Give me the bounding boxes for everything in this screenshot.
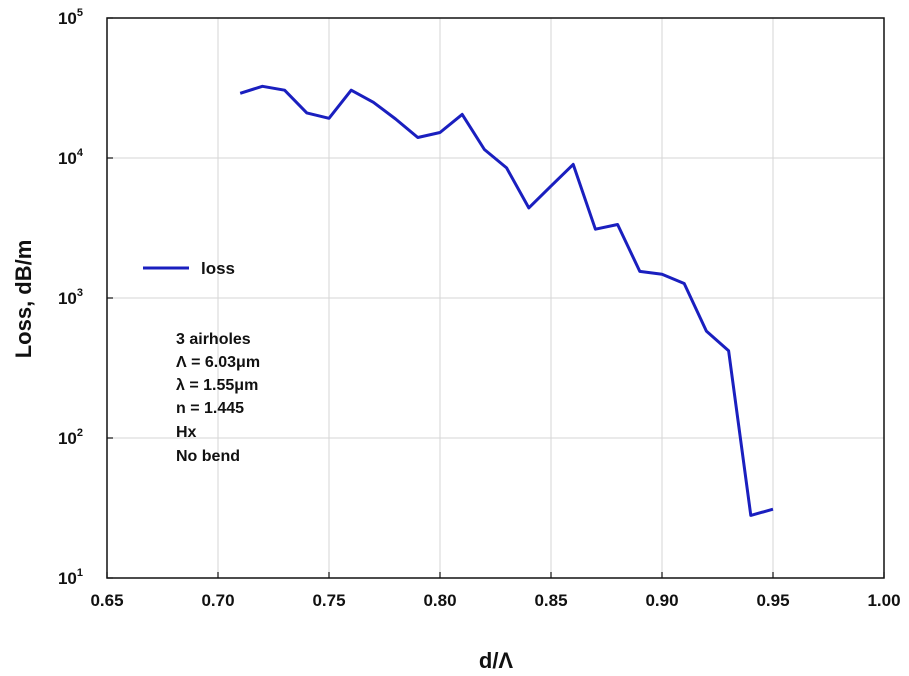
grid xyxy=(107,18,884,578)
annotation-wavelength: λ = 1.55μm xyxy=(176,377,258,394)
x-tick-label: 0.90 xyxy=(645,591,678,610)
y-tick-label: 103 xyxy=(58,287,83,308)
y-tick-label: 105 xyxy=(58,7,83,28)
x-tick-label: 0.85 xyxy=(534,591,567,610)
y-tick-label: 101 xyxy=(58,567,83,588)
x-tick-label: 0.80 xyxy=(423,591,456,610)
x-tick-label: 0.95 xyxy=(756,591,789,610)
annotation-bend: No bend xyxy=(176,448,240,465)
annotation-airholes: 3 airholes xyxy=(176,331,251,348)
y-axis-ticks: 101 102 103 104 105 xyxy=(58,7,113,588)
annotation-polarization: Hx xyxy=(176,424,197,441)
y-tick-label: 102 xyxy=(58,427,83,448)
annotation-index: n = 1.445 xyxy=(176,400,244,417)
x-tick-label: 0.65 xyxy=(90,591,123,610)
x-tick-label: 1.00 xyxy=(867,591,900,610)
y-axis-title: Loss, dB/m xyxy=(11,240,36,359)
x-axis-title: d/Λ xyxy=(479,648,514,673)
legend-label-loss: loss xyxy=(201,259,235,278)
legend: loss xyxy=(143,259,235,278)
x-tick-label: 0.75 xyxy=(312,591,345,610)
x-tick-label: 0.70 xyxy=(201,591,234,610)
series-layer xyxy=(239,84,774,517)
x-axis-ticks: 0.65 0.70 0.75 0.80 0.85 0.90 0.95 1.00 xyxy=(90,572,901,610)
y-tick-label: 104 xyxy=(58,147,84,168)
annotation-block: 3 airholes Λ = 6.03μm λ = 1.55μm n = 1.4… xyxy=(176,331,260,465)
annotation-pitch: Λ = 6.03μm xyxy=(176,354,260,371)
